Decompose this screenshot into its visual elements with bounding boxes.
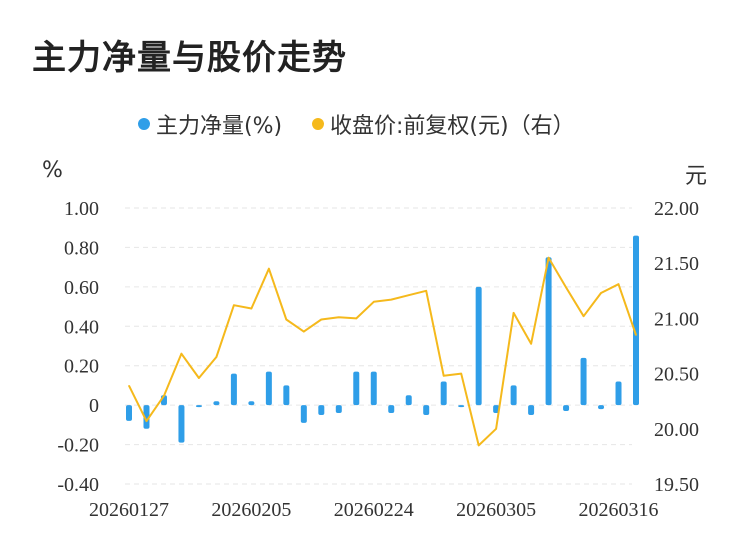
line-point xyxy=(163,394,165,397)
bar xyxy=(458,405,465,408)
line-point xyxy=(635,334,637,336)
line-point xyxy=(565,286,567,289)
x-tick-label: 20260205 xyxy=(211,499,291,521)
left-tick-label: 1.00 xyxy=(64,198,99,220)
right-axis-unit: 元 xyxy=(685,164,708,189)
line-point xyxy=(477,444,480,447)
bar xyxy=(230,373,237,406)
line-point xyxy=(390,298,393,301)
bar xyxy=(213,401,220,406)
price-line xyxy=(128,256,637,447)
line-point xyxy=(442,375,445,377)
left-tick-label: -0.20 xyxy=(57,435,99,457)
line-point xyxy=(512,312,515,314)
line-point xyxy=(355,317,358,320)
line-point xyxy=(547,256,550,259)
bar xyxy=(545,257,552,406)
line-point xyxy=(180,352,183,355)
bar xyxy=(370,371,377,406)
legend-dot-line-icon xyxy=(312,118,324,130)
right-tick-label: 19.50 xyxy=(654,474,699,496)
bar xyxy=(563,405,570,412)
legend-dot-bar-icon xyxy=(138,118,150,130)
line-point xyxy=(460,372,462,375)
line-point xyxy=(233,304,235,306)
x-tick-label: 20260305 xyxy=(456,499,536,521)
line-point xyxy=(285,318,288,321)
bar xyxy=(388,405,395,414)
bar xyxy=(510,385,517,406)
chart-title: 主力净量与股价走势 xyxy=(32,38,347,78)
line-point xyxy=(372,301,375,303)
left-tick-label: 0.20 xyxy=(64,356,99,378)
line-point xyxy=(198,377,200,379)
left-tick-label: 0.80 xyxy=(64,237,99,259)
line-point xyxy=(600,292,602,294)
line-point xyxy=(495,428,497,430)
bar xyxy=(283,385,290,406)
bar xyxy=(615,381,622,406)
bar xyxy=(143,405,150,429)
right-tick-label: 21.00 xyxy=(654,308,699,330)
left-tick-label: 0 xyxy=(89,395,99,417)
bar xyxy=(265,371,272,406)
line-point xyxy=(407,294,410,297)
bar xyxy=(423,405,430,415)
x-tick-label: 20260224 xyxy=(334,499,414,521)
bar xyxy=(580,357,587,406)
bar xyxy=(405,395,412,406)
right-tick-label: 20.50 xyxy=(654,364,699,386)
bar xyxy=(475,286,482,406)
right-tick-label: 21.50 xyxy=(654,253,699,275)
line-point xyxy=(530,342,532,345)
bar xyxy=(335,405,342,414)
bar xyxy=(353,371,360,406)
left-tick-label: -0.40 xyxy=(57,474,99,496)
legend-item-close-price[interactable]: 收盘价:前复权(元)（右） xyxy=(312,108,575,140)
line-point xyxy=(303,330,305,333)
bar xyxy=(318,405,325,415)
right-tick-label: 22.00 xyxy=(654,198,699,220)
legend-item-main-net[interactable]: 主力净量(%) xyxy=(138,108,282,140)
right-tick-label: 20.00 xyxy=(654,419,699,441)
left-tick-label: 0.60 xyxy=(64,277,99,299)
left-axis-unit: % xyxy=(42,158,63,183)
line-point xyxy=(320,318,323,321)
bar xyxy=(633,235,639,406)
line-point xyxy=(128,384,130,387)
x-tick-label: 20260127 xyxy=(89,499,169,521)
line-point xyxy=(250,307,253,310)
bar xyxy=(178,405,185,443)
line-point xyxy=(215,356,218,358)
x-tick-label: 20260316 xyxy=(579,499,659,521)
bar xyxy=(598,405,605,410)
legend: 主力净量(%) 收盘价:前复权(元)（右） xyxy=(0,108,750,142)
legend-label: 主力净量(%) xyxy=(156,114,283,139)
bar xyxy=(195,405,202,408)
line-point xyxy=(582,315,585,317)
bar xyxy=(493,405,500,414)
bar xyxy=(440,381,447,406)
legend-label: 收盘价:前复权(元)（右） xyxy=(330,114,575,139)
line-point xyxy=(145,420,148,422)
bar xyxy=(300,405,307,423)
bar xyxy=(248,401,255,406)
left-tick-label: 0.40 xyxy=(64,316,99,338)
line-point xyxy=(425,290,428,292)
line-point xyxy=(617,283,620,285)
line-point xyxy=(337,316,340,319)
bar xyxy=(528,405,535,415)
line-point xyxy=(268,267,270,270)
bar xyxy=(126,405,132,421)
